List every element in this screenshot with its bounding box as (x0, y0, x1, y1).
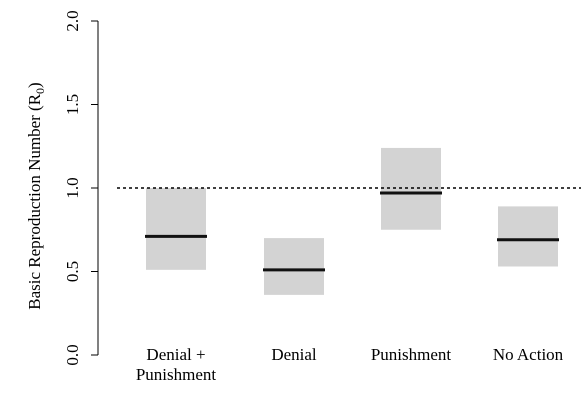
range-box (264, 238, 324, 295)
x-tick-label-line: Punishment (371, 345, 452, 364)
x-tick-label-line: Denial + (146, 345, 205, 364)
y-axis-title-main: Basic Reproduction Number (R (25, 93, 44, 309)
x-tick-label-line: Denial (271, 345, 317, 364)
x-tick-label: Denial + Punishment (136, 345, 217, 384)
y-tick-label: 1.0 (63, 177, 82, 198)
x-tick-label: Denial (271, 345, 317, 364)
boxes (145, 147, 559, 295)
y-tick-label: 2.0 (63, 10, 82, 31)
y-axis-title-close: ) (25, 82, 44, 88)
range-box (498, 206, 558, 267)
x-tick-label: Punishment (371, 345, 452, 364)
y-tick-label: 1.5 (63, 94, 82, 115)
y-tick-label: 0.0 (63, 344, 82, 365)
x-tick-label-line: No Action (493, 345, 564, 364)
range-box (146, 188, 206, 270)
x-tick-label-line: Punishment (136, 365, 217, 384)
y-axis-title-subscript: 0 (33, 88, 47, 94)
y-axis: 0.0 0.5 1.0 1.5 2.0 (63, 10, 99, 366)
y-axis-title: Basic Reproduction Number (R0) (25, 82, 47, 309)
x-tick-label: No Action (493, 345, 564, 364)
range-box (381, 147, 441, 230)
y-tick-label: 0.5 (63, 261, 82, 282)
